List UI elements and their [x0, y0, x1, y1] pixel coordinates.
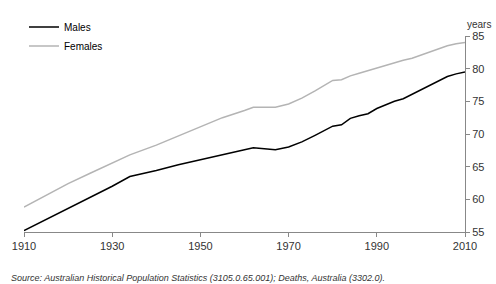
svg-text:1970: 1970: [276, 240, 300, 252]
svg-text:years: years: [467, 19, 491, 30]
svg-text:65: 65: [472, 161, 484, 173]
svg-text:1950: 1950: [188, 240, 212, 252]
svg-text:70: 70: [472, 128, 484, 140]
svg-text:80: 80: [472, 63, 484, 75]
svg-text:85: 85: [472, 30, 484, 42]
svg-text:2010: 2010: [453, 240, 477, 252]
svg-text:55: 55: [472, 226, 484, 238]
svg-text:Males: Males: [64, 22, 91, 33]
svg-text:Source: Australian Historical: Source: Australian Historical Population…: [11, 273, 385, 283]
svg-text:60: 60: [472, 193, 484, 205]
svg-text:1930: 1930: [100, 240, 124, 252]
svg-text:1910: 1910: [12, 240, 36, 252]
svg-text:1990: 1990: [365, 240, 389, 252]
svg-text:75: 75: [472, 95, 484, 107]
svg-text:Females: Females: [64, 41, 102, 52]
